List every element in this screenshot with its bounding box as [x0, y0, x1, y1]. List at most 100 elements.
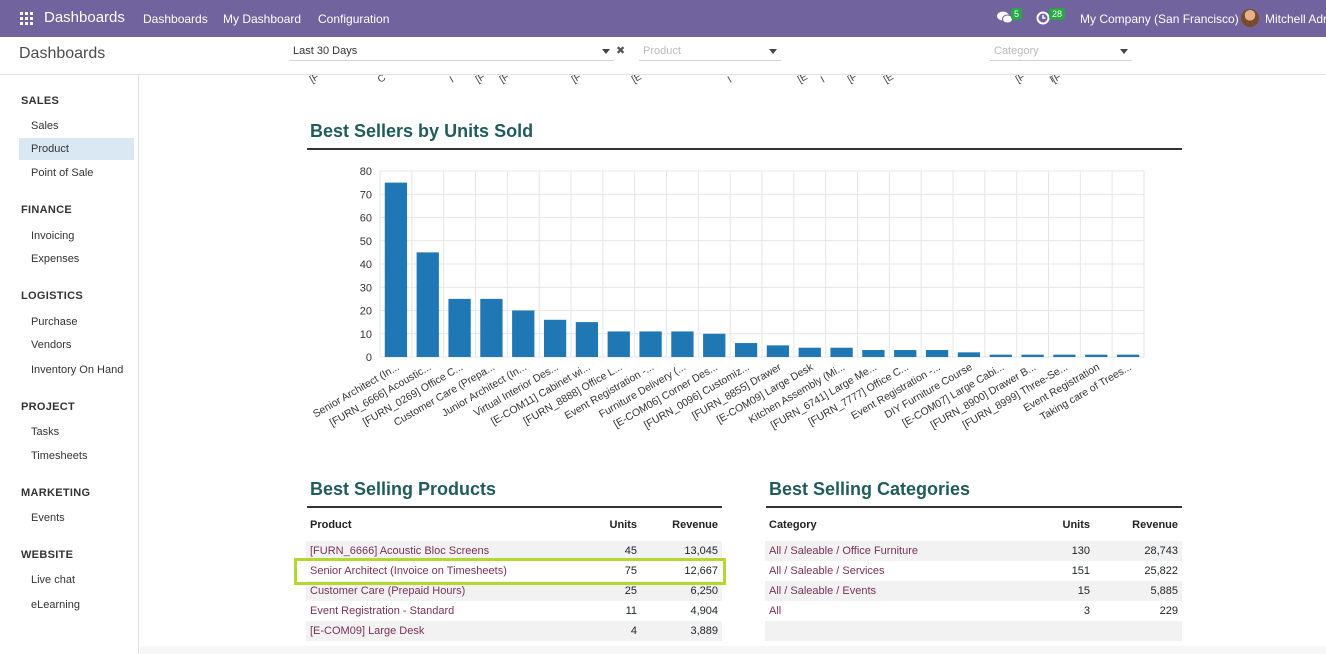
cut-off-tick-label: [E	[630, 75, 644, 86]
cut-off-tick-label: [F	[846, 75, 859, 86]
clock-icon[interactable]	[1036, 11, 1050, 25]
products-col-revenue: Revenue	[672, 519, 718, 531]
cut-off-tick-label: [F	[308, 75, 321, 86]
chart-bar	[862, 350, 885, 357]
table-row[interactable]: [E-COM09] Large Desk 4 3,889	[306, 621, 722, 641]
menu-my-dashboard[interactable]: My Dashboard	[223, 12, 302, 26]
sidebar-item-sales[interactable]: Sales	[31, 120, 59, 132]
chart-bar	[1053, 354, 1076, 357]
apps-grid-icon[interactable]	[20, 12, 33, 25]
chat-icon[interactable]	[997, 11, 1013, 25]
table-row[interactable]: All / Saleable / Office Furniture 130 28…	[765, 541, 1182, 561]
chart-bar	[575, 322, 599, 357]
best-selling-categories-table: Category Units Revenue All / Saleable / …	[765, 509, 1182, 641]
sidebar-item-inventory-on-hand[interactable]: Inventory On Hand	[31, 364, 124, 376]
product-name[interactable]: Senior Architect (Invoice on Timesheets)	[310, 565, 507, 577]
chart-y-tick-label: 40	[360, 259, 372, 271]
cut-off-tick-label: I	[1048, 75, 1056, 86]
categories-title-divider	[766, 506, 1182, 508]
chart-bar	[1021, 354, 1044, 357]
table-row[interactable]: Senior Architect (Invoice on Timesheets)…	[306, 561, 722, 581]
product-filter-caret-icon	[769, 49, 777, 54]
chart-bar	[512, 310, 535, 357]
sidebar-item-invoicing[interactable]: Invoicing	[31, 230, 75, 242]
category-revenue: 25,822	[1144, 565, 1178, 577]
table-row[interactable]: [FURN_6666] Acoustic Bloc Screens 45 13,…	[306, 541, 722, 561]
category-filter-caret-icon	[1120, 49, 1128, 54]
category-name[interactable]: All / Saleable / Services	[769, 565, 885, 577]
chart-bar	[894, 350, 917, 357]
products-col-product: Product	[310, 519, 352, 531]
menu-configuration[interactable]: Configuration	[318, 12, 390, 26]
product-revenue: 6,250	[641, 581, 722, 601]
product-units: 25	[576, 581, 641, 601]
sidebar-item-purchase[interactable]: Purchase	[31, 316, 78, 328]
category-name[interactable]: All / Saleable / Events	[765, 581, 1035, 601]
product-units: 75	[624, 565, 637, 577]
chart-bar	[543, 319, 567, 357]
cut-off-tick-label: [E	[882, 75, 896, 86]
categories-col-units: Units	[1062, 519, 1091, 531]
category-revenue: 229	[1159, 605, 1178, 617]
chart-bar	[798, 347, 821, 357]
activity-count-badge: 28	[1049, 8, 1066, 20]
category-filter-placeholder: Category	[994, 45, 1039, 57]
sidebar-item-tasks[interactable]: Tasks	[31, 426, 60, 438]
product-filter-placeholder: Product	[643, 45, 681, 57]
cut-off-tick-label: I	[448, 75, 456, 86]
chart-y-tick-label: 30	[360, 282, 372, 294]
table-row[interactable]: All / Saleable / Services 151 25,822	[765, 561, 1182, 581]
table-row[interactable]: Customer Care (Prepaid Hours) 25 6,250	[306, 581, 722, 601]
chart-bar	[480, 298, 503, 357]
chart-bar	[639, 331, 662, 357]
product-units: 45	[576, 541, 641, 561]
sidebar-section-marketing: MARKETING	[21, 487, 91, 499]
chart-bar	[1085, 354, 1108, 357]
product-revenue: 3,889	[641, 621, 722, 641]
table-row[interactable]: All 3 229	[765, 601, 1182, 621]
categories-col-category: Category	[769, 519, 817, 531]
category-name[interactable]: All	[769, 605, 782, 617]
top-navbar: Dashboards Dashboards My Dashboard Confi…	[0, 0, 1326, 37]
product-units: 11	[625, 605, 637, 617]
date-filter-select[interactable]: Last 30 Days	[289, 44, 614, 61]
product-name[interactable]: Customer Care (Prepaid Hours)	[306, 581, 576, 601]
category-units: 15	[1035, 581, 1094, 601]
product-name[interactable]: Event Registration - Standard	[310, 605, 455, 617]
menu-dashboards[interactable]: Dashboards	[143, 12, 208, 26]
products-col-units: Units	[609, 519, 638, 531]
chat-count-badge: 5	[1011, 8, 1023, 20]
date-filter-value: Last 30 Days	[293, 45, 358, 57]
category-units: 3	[1083, 605, 1090, 617]
category-name[interactable]: All / Saleable / Office Furniture	[765, 541, 1035, 561]
company-switcher[interactable]: My Company (San Francisco)	[1080, 12, 1239, 26]
sidebar-item-point-of-sale[interactable]: Point of Sale	[31, 167, 94, 179]
sidebar-item-timesheets[interactable]: Timesheets	[31, 450, 88, 462]
cut-off-tick-label: [F	[1050, 75, 1063, 86]
table-row[interactable]: All / Saleable / Events 15 5,885	[765, 581, 1182, 601]
user-avatar[interactable]	[1241, 9, 1259, 27]
sidebar-item-events[interactable]: Events	[31, 512, 65, 524]
product-filter-select[interactable]: Product	[639, 44, 781, 61]
sidebar-item-expenses[interactable]: Expenses	[31, 253, 80, 265]
table-row[interactable]: Event Registration - Standard 11 4,904	[306, 601, 722, 621]
app-brand[interactable]: Dashboards	[44, 9, 125, 26]
chart-y-tick-label: 20	[360, 306, 372, 318]
user-menu[interactable]: Mitchell Adr	[1265, 12, 1326, 26]
cut-off-tick-label: [E	[796, 75, 810, 86]
table-row-empty	[765, 621, 1182, 641]
chart-bar	[448, 298, 471, 357]
sidebar-item-live-chat[interactable]: Live chat	[31, 574, 76, 586]
sidebar-item-product[interactable]: Product	[19, 138, 134, 160]
chart-bar	[925, 350, 949, 357]
product-name[interactable]: [E-COM09] Large Desk	[306, 621, 576, 641]
sidebar-section-logistics: LOGISTICS	[21, 290, 83, 302]
clear-filter-icon[interactable]: ✖	[616, 45, 626, 57]
chart-bar	[703, 333, 726, 357]
sidebar-item-vendors[interactable]: Vendors	[31, 339, 72, 351]
content-bottom-strip	[140, 646, 1326, 654]
category-filter-select[interactable]: Category	[990, 44, 1132, 61]
sidebar-item-elearning[interactable]: eLearning	[31, 599, 80, 611]
product-name[interactable]: [FURN_6666] Acoustic Bloc Screens	[306, 541, 576, 561]
